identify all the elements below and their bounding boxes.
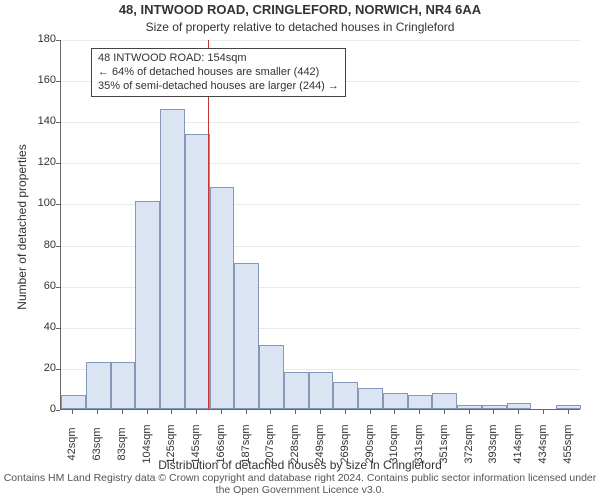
- histogram-bar: [507, 403, 532, 409]
- x-tick-mark: [444, 410, 445, 414]
- x-tick-mark: [320, 410, 321, 414]
- histogram-bar: [210, 187, 235, 409]
- grid-line: [61, 122, 580, 123]
- x-tick-mark: [196, 410, 197, 414]
- y-tick-label: 80: [28, 239, 56, 251]
- annotation-line-2: ← 64% of detached houses are smaller (44…: [98, 66, 339, 80]
- histogram-bar: [284, 372, 309, 409]
- grid-line: [61, 40, 580, 41]
- grid-line: [61, 163, 580, 164]
- histogram-bar: [309, 372, 334, 409]
- x-tick-mark: [72, 410, 73, 414]
- chart-container: 48, INTWOOD ROAD, CRINGLEFORD, NORWICH, …: [0, 0, 600, 500]
- y-tick-label: 100: [28, 197, 56, 209]
- histogram-bar: [432, 393, 457, 409]
- histogram-bar: [482, 405, 507, 409]
- x-tick-mark: [295, 410, 296, 414]
- y-tick-label: 20: [28, 362, 56, 374]
- histogram-bar: [111, 362, 136, 409]
- annotation-line-3: 35% of semi-detached houses are larger (…: [98, 80, 339, 94]
- x-tick-mark: [122, 410, 123, 414]
- x-tick-mark: [221, 410, 222, 414]
- histogram-bar: [408, 395, 433, 409]
- x-tick-mark: [518, 410, 519, 414]
- y-tick-label: 120: [28, 156, 56, 168]
- y-tick-label: 180: [28, 33, 56, 45]
- plot-area: 48 INTWOOD ROAD: 154sqm ← 64% of detache…: [60, 40, 580, 410]
- x-tick-mark: [270, 410, 271, 414]
- histogram-bar: [556, 405, 581, 409]
- histogram-bar: [358, 388, 383, 409]
- x-axis-label: Distribution of detached houses by size …: [0, 458, 600, 472]
- x-tick-mark: [568, 410, 569, 414]
- annotation-line-1: 48 INTWOOD ROAD: 154sqm: [98, 52, 339, 66]
- y-tick-label: 140: [28, 115, 56, 127]
- histogram-bar: [383, 393, 408, 409]
- histogram-bar: [135, 201, 160, 409]
- credit-text: Contains HM Land Registry data © Crown c…: [0, 472, 600, 496]
- histogram-bar: [457, 405, 482, 409]
- x-tick-mark: [370, 410, 371, 414]
- histogram-bar: [160, 109, 185, 409]
- x-tick-mark: [543, 410, 544, 414]
- annotation-box: 48 INTWOOD ROAD: 154sqm ← 64% of detache…: [91, 48, 346, 97]
- x-tick-mark: [97, 410, 98, 414]
- title-line-1: 48, INTWOOD ROAD, CRINGLEFORD, NORWICH, …: [0, 2, 600, 17]
- y-tick-mark: [56, 410, 60, 411]
- x-tick-mark: [469, 410, 470, 414]
- y-tick-label: 0: [28, 403, 56, 415]
- y-tick-label: 160: [28, 74, 56, 86]
- histogram-bar: [333, 382, 358, 409]
- histogram-bar: [234, 263, 259, 409]
- x-tick-mark: [171, 410, 172, 414]
- histogram-bar: [61, 395, 86, 409]
- x-tick-mark: [345, 410, 346, 414]
- x-tick-mark: [246, 410, 247, 414]
- histogram-bar: [86, 362, 111, 409]
- histogram-bar: [259, 345, 284, 409]
- histogram-bar: [185, 134, 210, 409]
- x-tick-mark: [394, 410, 395, 414]
- x-tick-mark: [419, 410, 420, 414]
- y-axis-label: Number of detached properties: [15, 137, 29, 317]
- title-line-2: Size of property relative to detached ho…: [0, 20, 600, 34]
- y-tick-label: 40: [28, 321, 56, 333]
- x-tick-mark: [493, 410, 494, 414]
- x-tick-mark: [147, 410, 148, 414]
- y-tick-label: 60: [28, 280, 56, 292]
